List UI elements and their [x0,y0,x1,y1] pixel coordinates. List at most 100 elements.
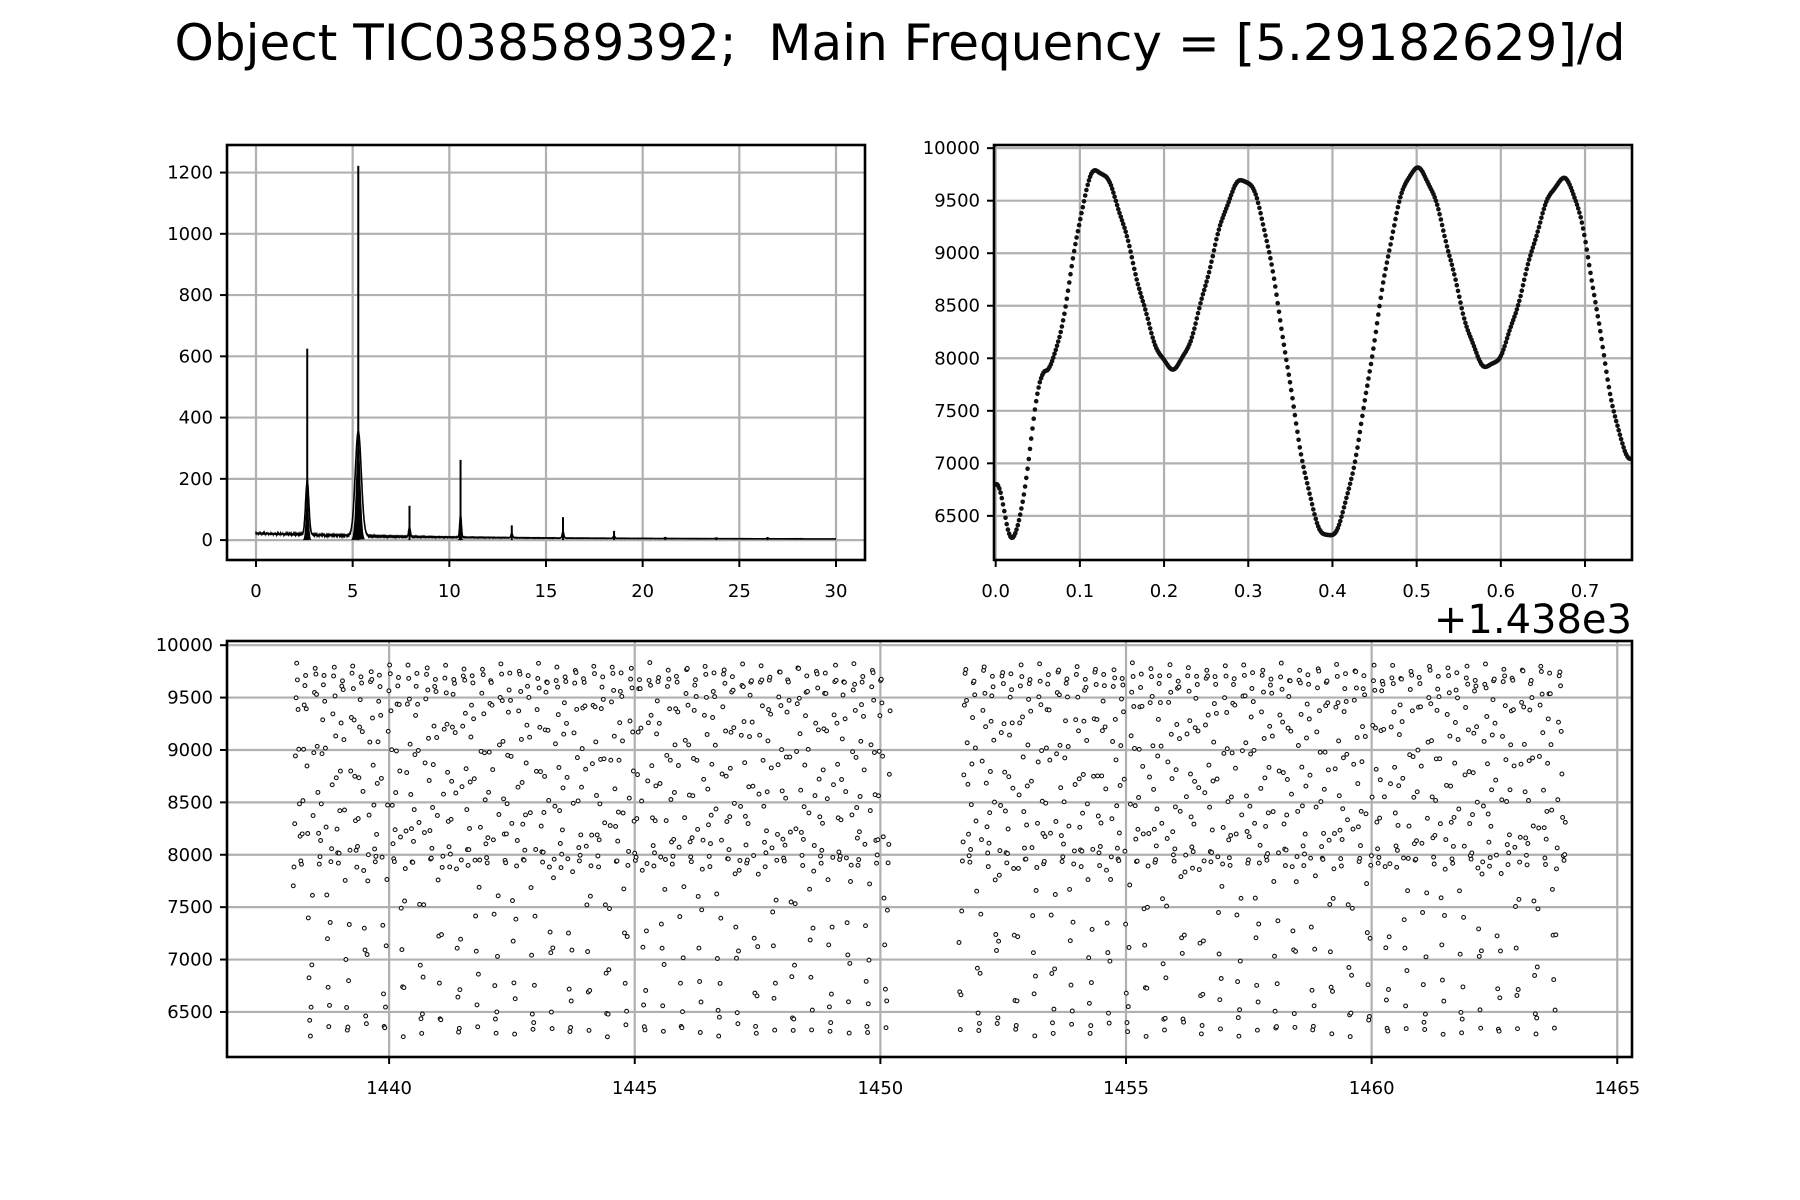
time-series-point [861,713,866,719]
time-series-point [650,815,655,821]
time-series-point [1325,700,1331,706]
time-series-point [1448,819,1454,825]
phased-point [1376,312,1381,317]
time-series-point [1484,714,1490,719]
phased-point [1445,248,1451,254]
time-series-point [1372,687,1378,693]
time-series-point [345,1024,351,1030]
time-series-point [1327,902,1333,907]
time-series-point [383,1004,388,1010]
time-series-point [1521,704,1527,710]
time-series-point [348,768,354,774]
time-series-point [1168,689,1174,695]
time-series-point [961,772,967,778]
time-series-point [370,715,375,721]
phased-point [1070,256,1076,261]
time-series-point [1110,684,1116,689]
time-series-point [1554,866,1559,872]
phased-series [994,165,1632,541]
time-series-point [342,877,348,883]
time-series-point [1302,831,1308,837]
time-series-point [680,955,686,961]
time-series-point [1142,942,1148,948]
time-series-point [1069,1008,1075,1014]
time-series-point [492,983,498,989]
time-series-point [1530,823,1536,829]
phased-point [1219,219,1224,224]
time-series-point [1244,829,1250,834]
time-series-point [694,757,700,763]
time-series-point [1102,724,1108,730]
time-series-point [1373,725,1378,731]
phased-point [1057,334,1062,340]
time-series-point [1171,858,1177,864]
time-series-point [369,677,375,682]
time-series-point [716,1033,722,1039]
time-series-point [1435,673,1441,679]
y-tick-label: 6500 [167,1002,213,1023]
x-tick-label: 30 [825,581,848,602]
time-series-point [1359,759,1365,765]
time-series-point [466,847,472,853]
time-series-point [1502,703,1508,709]
time-series-point [1540,730,1546,736]
time-series-point [809,1027,815,1033]
time-series-point [1234,912,1240,918]
time-series-point [1452,760,1458,766]
time-series-point [1226,855,1232,861]
time-series-point [755,871,761,877]
time-series-point [1454,670,1460,676]
time-series-point [714,891,720,897]
time-series-point [319,751,325,757]
time-series-point [342,807,347,813]
time-series-point [1450,860,1456,866]
time-series-point [701,712,707,718]
time-series-point [857,794,863,799]
time-series-point [1121,709,1126,715]
time-series-point [1145,863,1151,869]
phased-point [1433,198,1439,204]
time-series-point [1288,728,1294,734]
time-series-point [383,943,389,949]
phased-point [1618,436,1624,442]
phased-point [1575,206,1581,211]
time-series-point [1211,701,1217,707]
time-series-point [859,679,865,685]
time-series-point [986,840,992,846]
time-series-point [1220,861,1226,867]
phased-point [1347,481,1353,487]
time-series-point [826,1004,832,1010]
time-series-point [667,757,673,763]
time-series-point [1485,811,1491,817]
time-series-point [402,898,408,904]
time-series-point [610,670,616,676]
time-series-point [620,738,625,744]
time-series-point [1555,797,1561,803]
time-series-point [445,769,451,775]
time-series-point [469,673,475,679]
time-series-point [1128,733,1134,739]
time-series-point [325,984,331,990]
phased-point [999,495,1005,501]
time-series-point [1005,826,1011,832]
time-series-point [1036,694,1042,700]
time-series-point [553,678,559,684]
phased-point [1082,193,1088,198]
time-series-point [1212,674,1218,680]
phased-point [1459,306,1464,311]
time-series-point [1112,716,1118,722]
time-series-point [1170,829,1176,835]
time-series-point [540,849,546,855]
time-series-point [327,920,333,925]
phased-point [1521,277,1527,283]
phased-point [1063,304,1068,309]
time-series-point [640,944,646,950]
time-series-point [1306,716,1312,722]
time-series-point [1389,675,1395,681]
figure-title: Object TIC038589392; Main Frequency = [5… [174,14,1626,72]
time-series-point [390,841,396,847]
time-series-point [482,797,488,803]
time-series-point [871,750,877,755]
phased-point [1373,329,1379,335]
